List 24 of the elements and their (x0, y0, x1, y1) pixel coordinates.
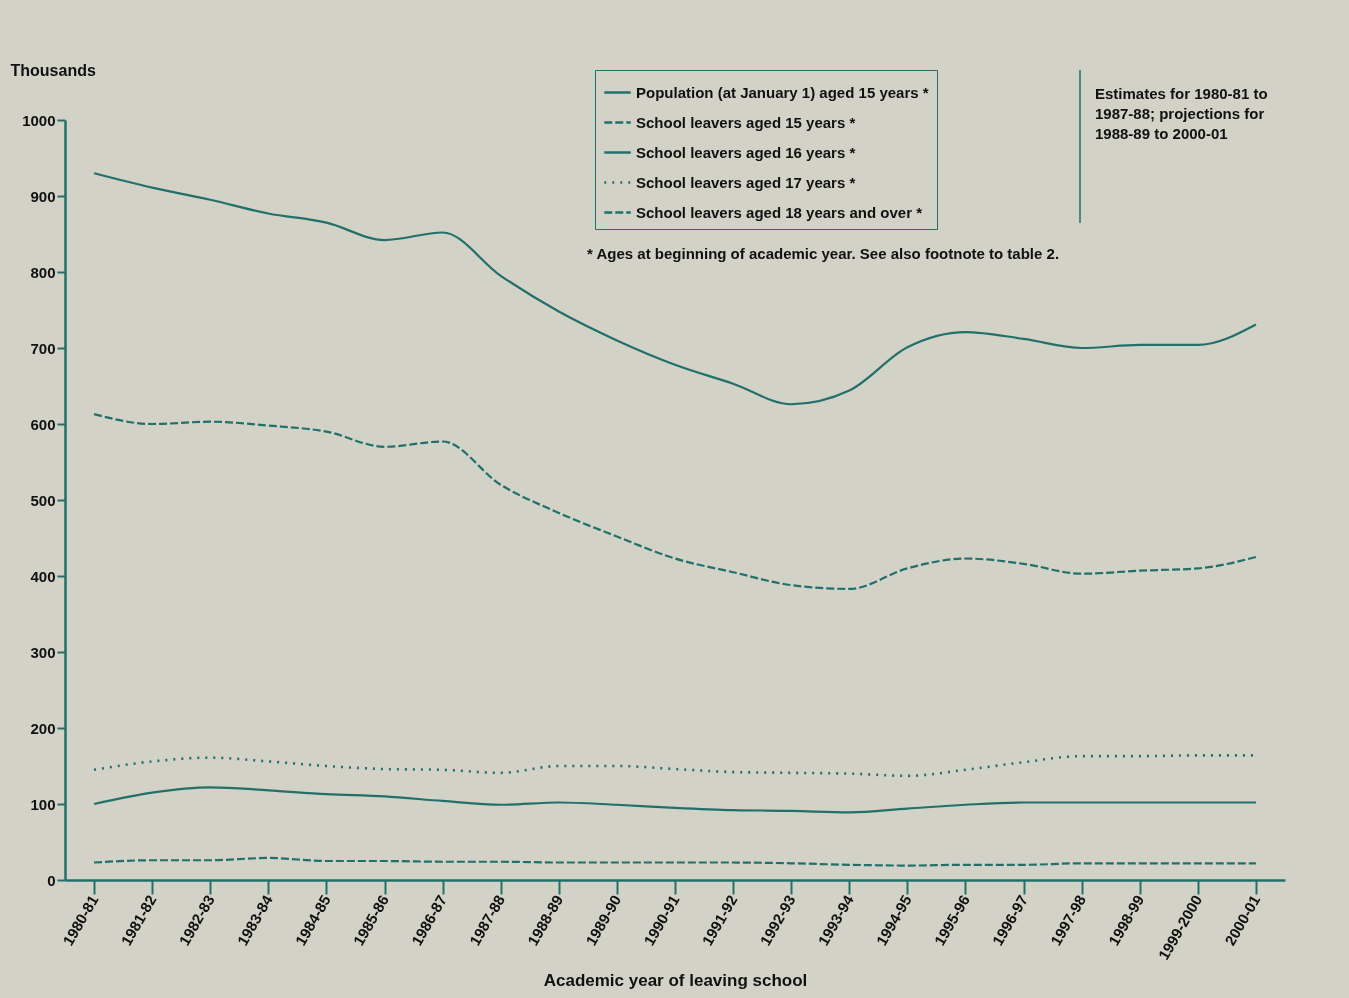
x-axis-title: Academic year of leaving school (543, 970, 808, 990)
line-series (92, 786, 1258, 814)
line-series (92, 856, 1258, 867)
y-tick-label: 500 (30, 491, 56, 509)
legend-label: School leavers aged 15 years * (636, 113, 856, 131)
y-tick-label: 900 (30, 187, 56, 205)
y-tick-label: 400 (30, 567, 56, 585)
y-tick-label: 0 (47, 871, 56, 889)
y-tick-label: 700 (30, 339, 56, 357)
legend-label: School leavers aged 17 years * (636, 173, 856, 191)
y-tick-label: 600 (30, 415, 56, 433)
y-tick-label: 100 (30, 795, 56, 813)
y-axis-title: Thousands (10, 61, 96, 79)
legend-label: Population (at January 1) aged 15 years * (636, 83, 929, 101)
line-series (92, 172, 1258, 406)
y-tick-label: 300 (30, 643, 56, 661)
y-tick-label: 1000 (22, 111, 56, 129)
legend-label: School leavers aged 16 years * (636, 143, 856, 161)
legend-label: School leavers aged 18 years and over * (636, 203, 923, 221)
annotation: * Ages at beginning of academic year. See also footnote to table 2. (587, 245, 1060, 262)
y-tick-label: 800 (30, 263, 56, 281)
annotation: Estimates for 1980-81 to 1987-88; projections for 1988-89 to 2000-01 (1095, 85, 1268, 142)
y-tick-label: 200 (30, 719, 56, 737)
line-series (92, 413, 1258, 591)
